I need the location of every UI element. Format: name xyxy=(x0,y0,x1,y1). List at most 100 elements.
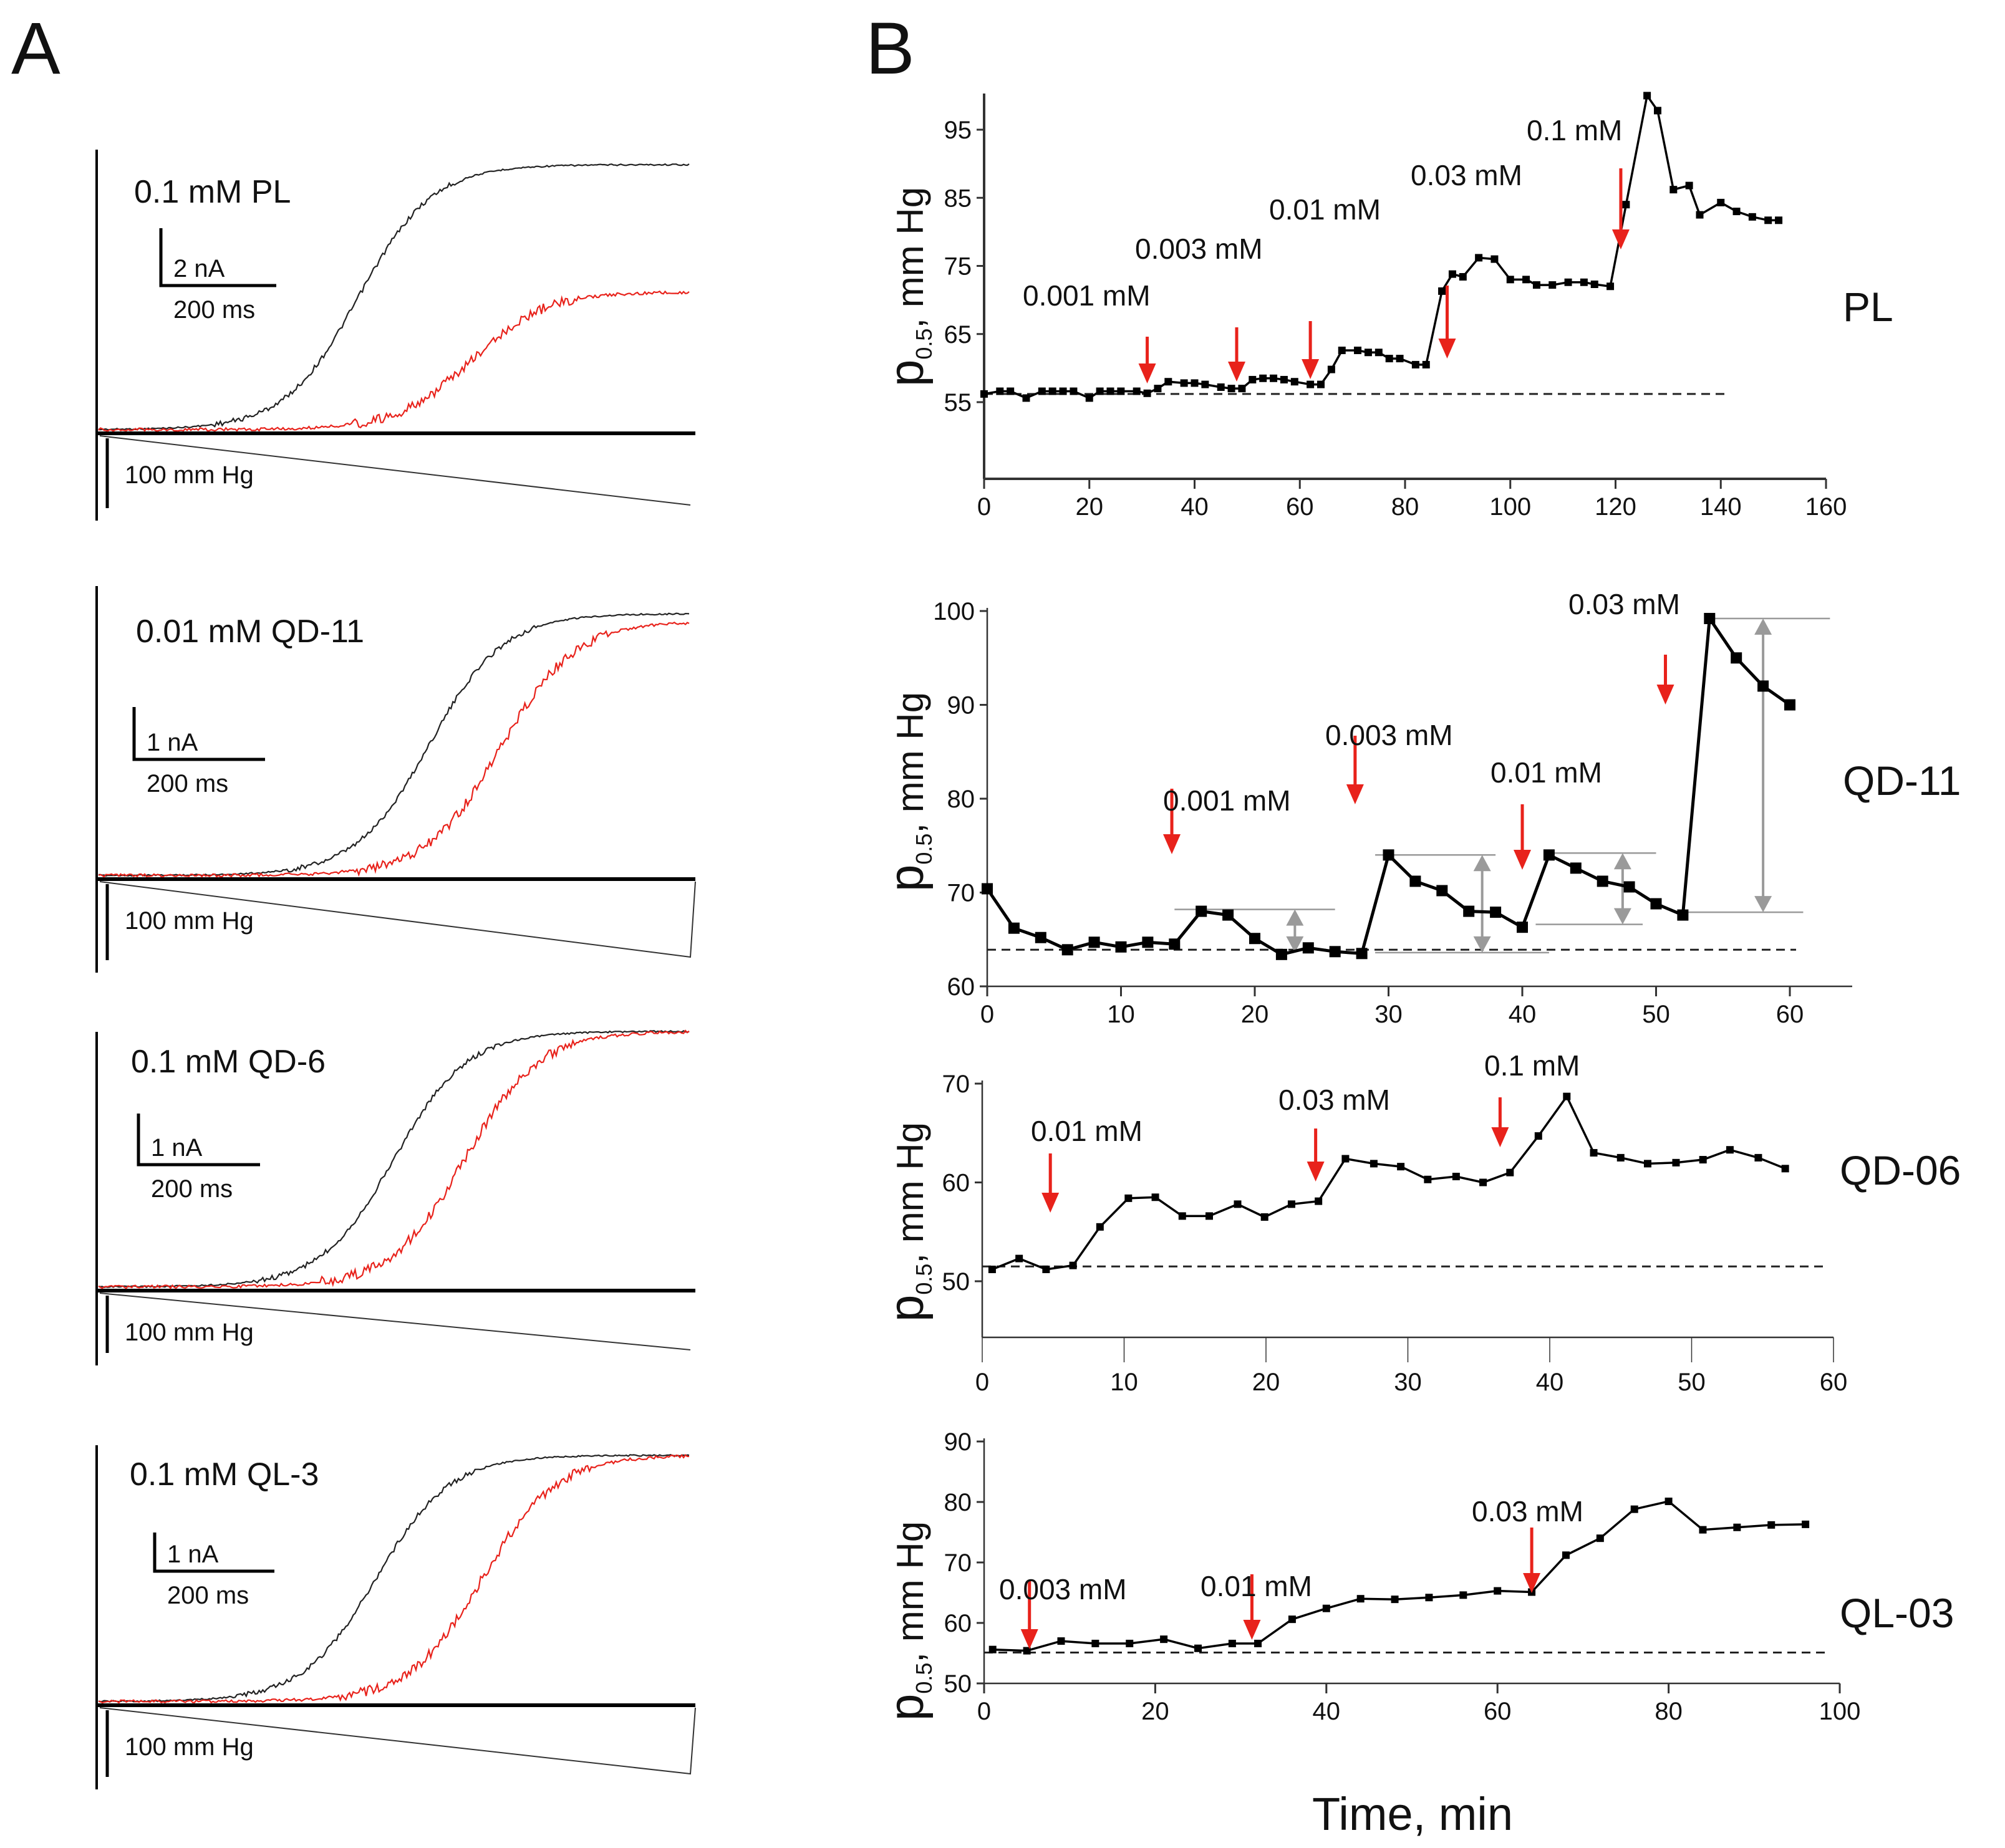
current-scale-label: 1 nA xyxy=(147,729,198,756)
data-point xyxy=(1222,909,1234,921)
y-label-subscript: 0.5 xyxy=(911,834,937,865)
data-point xyxy=(1672,1158,1680,1167)
data-point xyxy=(1397,1163,1405,1171)
data-point xyxy=(1061,944,1073,956)
data-point xyxy=(1154,385,1162,393)
trace-panel-4: 100 mm Hg 1 nA 200 ms 0.1 mM QL-3 xyxy=(95,1445,696,1789)
drug-current-trace xyxy=(99,1453,690,1704)
y-tick-label: 100 xyxy=(933,598,975,625)
data-point xyxy=(1562,1551,1570,1559)
trace-panel-3: 100 mm Hg 1 nA 200 ms 0.1 mM QD-6 xyxy=(95,1029,695,1365)
data-point xyxy=(1669,186,1678,194)
time-scale-label: 200 ms xyxy=(151,1175,233,1203)
data-point xyxy=(1677,909,1689,921)
x-tick-label: 10 xyxy=(1107,1001,1135,1028)
y-label-units: , mm Hg xyxy=(889,1122,931,1264)
data-point xyxy=(1287,1200,1295,1208)
data-point xyxy=(1035,931,1046,943)
y-axis-label: p0.5, mm Hg xyxy=(879,187,937,387)
data-point xyxy=(1290,378,1298,386)
data-point xyxy=(1327,365,1335,373)
data-point xyxy=(1096,387,1104,395)
data-point xyxy=(1597,875,1608,887)
data-point xyxy=(980,390,988,398)
data-point xyxy=(1315,1197,1323,1205)
pressure-ramp-trace xyxy=(99,881,696,958)
y-tick-label: 80 xyxy=(944,1489,972,1516)
concentration-label: 0.001 mM xyxy=(1023,279,1151,312)
data-point xyxy=(1764,216,1772,224)
x-tick-label: 50 xyxy=(1642,1001,1670,1028)
data-point xyxy=(1424,1175,1432,1183)
data-point xyxy=(1059,387,1067,395)
current-scale-label: 2 nA xyxy=(173,255,225,282)
dose-arrow-head xyxy=(1307,1162,1325,1181)
data-point xyxy=(1622,201,1630,209)
x-tick-label: 40 xyxy=(1536,1369,1564,1396)
data-point xyxy=(1422,360,1430,368)
data-point xyxy=(1494,1587,1502,1595)
data-point xyxy=(1685,181,1693,190)
concentration-label: 0.03 mM xyxy=(1472,1495,1583,1528)
dose-arrow-head xyxy=(1041,1193,1060,1213)
data-point xyxy=(1142,936,1154,948)
x-tick-label: 10 xyxy=(1110,1369,1138,1396)
data-point xyxy=(1194,1644,1202,1652)
dose-arrow-head xyxy=(1611,229,1630,249)
y-label-units: , mm Hg xyxy=(889,187,931,329)
concentration-label: 0.003 mM xyxy=(1325,719,1453,751)
data-point xyxy=(1356,1595,1365,1603)
x-tick-label: 20 xyxy=(1252,1369,1280,1396)
dose-arrow-head xyxy=(1228,362,1245,382)
trace-condition-label: 0.1 mM QD-6 xyxy=(131,1044,326,1080)
dose-arrow-head xyxy=(1243,1620,1261,1640)
data-point xyxy=(1069,1261,1077,1269)
concentration-label: 0.003 mM xyxy=(999,1573,1127,1605)
drug-current-trace xyxy=(98,1029,690,1289)
chart-qd-11: 60 70 80 90 100 0 10 20 30 40 50 60 p0.5, mm Hg 0.001… xyxy=(879,588,1961,1028)
dose-arrow-head xyxy=(1491,1127,1509,1147)
y-tick-label: 90 xyxy=(944,1428,972,1456)
data-point xyxy=(1717,198,1725,206)
concentration-label: 0.01 mM xyxy=(1031,1115,1143,1147)
data-point xyxy=(1249,933,1260,945)
x-tick-label: 40 xyxy=(1181,493,1209,521)
y-label-subscript: 0.5 xyxy=(911,1264,937,1295)
data-point xyxy=(1217,383,1225,391)
current-scale-bar xyxy=(159,228,276,287)
data-point xyxy=(1015,1254,1023,1263)
data-point xyxy=(1522,276,1530,284)
concentration-label: 0.01 mM xyxy=(1269,193,1381,226)
x-axis-title: Time, min xyxy=(1312,1788,1513,1840)
concentration-label: 0.001 mM xyxy=(1163,784,1291,817)
y-tick-label: 85 xyxy=(944,185,972,212)
data-point xyxy=(1757,680,1769,692)
x-tick-label: 100 xyxy=(1489,493,1531,521)
data-point xyxy=(988,1645,997,1653)
x-tick-label: 80 xyxy=(1391,493,1419,521)
data-point xyxy=(1517,922,1528,933)
data-point xyxy=(1564,278,1572,286)
data-point xyxy=(1341,1155,1350,1163)
data-point xyxy=(1070,387,1078,395)
control-current-trace xyxy=(98,612,690,877)
series-name-label: QL-03 xyxy=(1840,1590,1954,1636)
concentration-label: 0.1 mM xyxy=(1484,1049,1580,1082)
pressure-scale-label: 100 mm Hg xyxy=(125,1319,254,1346)
data-point xyxy=(1754,1153,1762,1162)
current-scale-bar xyxy=(153,1533,274,1573)
data-point xyxy=(1370,1160,1378,1168)
y-tick-label: 60 xyxy=(944,1610,972,1637)
data-point xyxy=(1143,389,1151,397)
data-point xyxy=(1280,375,1288,383)
time-scale-label: 200 ms xyxy=(167,1582,249,1609)
y-tick-label: 50 xyxy=(944,1670,972,1698)
data-point xyxy=(1425,1594,1433,1602)
data-point xyxy=(1124,1194,1133,1202)
data-point xyxy=(1180,379,1188,387)
range-arrow-head-down xyxy=(1286,936,1304,953)
data-point xyxy=(1196,905,1207,917)
y-tick-label: 90 xyxy=(947,692,975,719)
data-point xyxy=(1038,387,1046,395)
